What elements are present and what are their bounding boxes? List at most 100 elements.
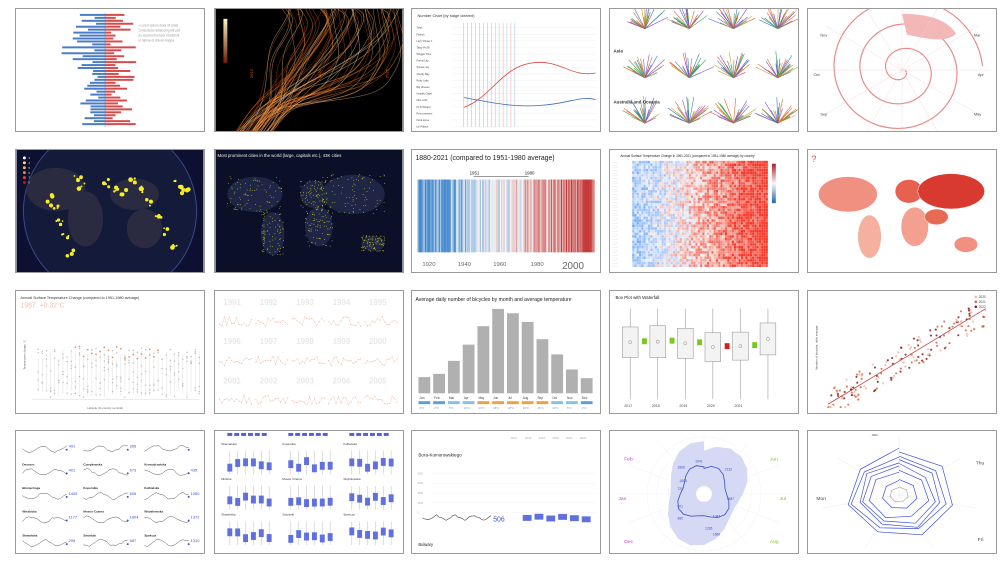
thumb-boxplot-grid[interactable]: Wiemańska Kopernika Kołbielska Dłubnia Mosto…: [214, 430, 404, 554]
heat-cell: [713, 176, 716, 180]
thumb-tree-grid[interactable]: Asia Australia and Oceania: [609, 8, 799, 132]
city-dot: [323, 188, 325, 189]
data-dot: [74, 366, 77, 368]
bar-left: [77, 40, 106, 43]
thumb-spiral[interactable]: Nov Mar Oct Apr Sep May: [807, 8, 997, 132]
city-dot: [384, 239, 386, 241]
heat-cell: [738, 237, 741, 241]
thumb-choropleth[interactable]: ?: [807, 149, 997, 273]
heat-cell: [645, 176, 648, 180]
heat-cell: [638, 240, 642, 244]
heat-cell: [734, 235, 737, 238]
heat-cell: [700, 187, 703, 190]
tree-branch: [674, 61, 690, 79]
heat-cell: [636, 261, 639, 265]
quake-dot: [45, 199, 50, 204]
heat-cell: [657, 200, 660, 204]
heat-cell: [641, 256, 644, 260]
heat-cell: [700, 205, 703, 209]
heat-cell: [715, 176, 719, 180]
heat-cell: [693, 261, 696, 265]
data-dot: [853, 394, 856, 397]
city-dot: [318, 237, 320, 239]
heat-cell: [700, 200, 703, 204]
heat-cell: [668, 264, 671, 267]
heat-cell: [740, 221, 743, 225]
heat-cell: [704, 190, 707, 193]
heat-cell: [749, 192, 753, 196]
temp-swatch: [580, 401, 593, 405]
city-dot: [244, 204, 246, 206]
thumb-small-multiples-years[interactable]: 1991 1992 1993 1994 1995 1996 1997 1998 1999 2000…: [214, 290, 404, 414]
temp-label: 10°C: [552, 406, 558, 410]
heat-cell: [731, 176, 734, 180]
station-label: Wojnikowska: [343, 477, 360, 481]
city-dot: [256, 180, 258, 182]
thumb-diverging-bars[interactable]: • Lorem ipsum dolor sit amet consectetur…: [15, 8, 205, 132]
tree-branch: [733, 105, 750, 124]
heat-cell: [706, 232, 710, 236]
heat-cell: [636, 187, 639, 190]
thumb-bicycle-bars[interactable]: Average daily number of bicycles by mont…: [411, 290, 601, 414]
heat-cell: [706, 182, 710, 185]
heat-cell: [648, 171, 651, 175]
thumb-line-box-station[interactable]: 2017 2018 2019 2020 2021 2022 8000 6000 4000 2000…: [411, 430, 601, 554]
data-dot: [845, 378, 848, 381]
bar-right: [105, 40, 123, 43]
heat-cell: [695, 259, 698, 262]
thumb-world-cities[interactable]: Most prominent cities in the world (larg…: [214, 149, 404, 273]
heat-cell: [761, 208, 764, 212]
thumb-orange-streams[interactable]: 2015 2020 2025: [214, 8, 404, 132]
city-dot: [254, 190, 256, 192]
heat-cell: [657, 166, 660, 169]
thumb-heatmap-countries[interactable]: Annual Surface Temperature Change in 196…: [609, 149, 799, 273]
heat-cell: [745, 198, 748, 201]
heat-cell: [693, 179, 696, 182]
heat-cell: [706, 187, 710, 190]
heat-cell: [638, 184, 642, 188]
city-dot: [323, 199, 324, 201]
value-label: 491: [69, 444, 76, 449]
heat-cell: [641, 229, 644, 233]
thumb-boxplot-waterfall[interactable]: Box Plot with Waterfall 2017 2018 2019 2020…: [609, 290, 799, 414]
heat-cell: [745, 256, 748, 260]
box: [380, 527, 386, 536]
heat-cell: [695, 256, 698, 260]
thumb-latitude-scatter[interactable]: Annual Surface Temperature Change (compa…: [15, 290, 205, 414]
heat-cell: [688, 163, 691, 167]
heat-cell: [743, 264, 746, 267]
heat-cell: [681, 171, 685, 175]
heat-cell: [648, 160, 651, 164]
heat-cell: [681, 182, 685, 185]
city-dot: [263, 226, 265, 228]
thumb-warming-stripes[interactable]: 1880-2021 (compared to 1951-1980 average…: [411, 149, 601, 273]
heat-cell: [634, 240, 637, 244]
thumb-bump-chart[interactable]: Number Chart (by stage cleared) Total Fle…: [411, 8, 601, 132]
city-dot: [351, 177, 353, 179]
city-dot: [244, 192, 246, 194]
heat-cell: [758, 195, 762, 198]
heat-cell: [679, 259, 682, 262]
heat-cell: [756, 198, 759, 201]
quake-dot: [132, 180, 137, 185]
heat-cell: [677, 205, 680, 209]
heat-cell: [758, 182, 762, 185]
thumb-radar-lines[interactable]: Mon Thu Fri 1000: [807, 430, 997, 554]
bar-left: [93, 120, 106, 123]
thumb-sparklines[interactable]: 491 265 Dworzec 401 Czerpkowska 673 Krowodrzań…: [15, 430, 205, 554]
heat-cell: [695, 221, 698, 225]
heat-cell: [749, 256, 753, 260]
heat-cell: [648, 224, 651, 228]
thumb-radial-area[interactable]: Feb Jun Jan Jul Dec Aug 1641 1866 2132 1987 1806 12…: [609, 430, 799, 554]
heat-cell: [663, 227, 667, 230]
heat-cell: [740, 237, 743, 241]
city-dot: [259, 209, 261, 211]
heat-cell: [681, 203, 685, 206]
thumb-temp-scatter[interactable]: Number of bicycles, daily average 2020 2…: [807, 290, 997, 414]
heat-cell: [679, 224, 682, 228]
data-dot: [45, 349, 48, 352]
heat-cell: [693, 235, 696, 238]
heat-cell: [749, 160, 753, 164]
heat-cell: [641, 259, 644, 262]
